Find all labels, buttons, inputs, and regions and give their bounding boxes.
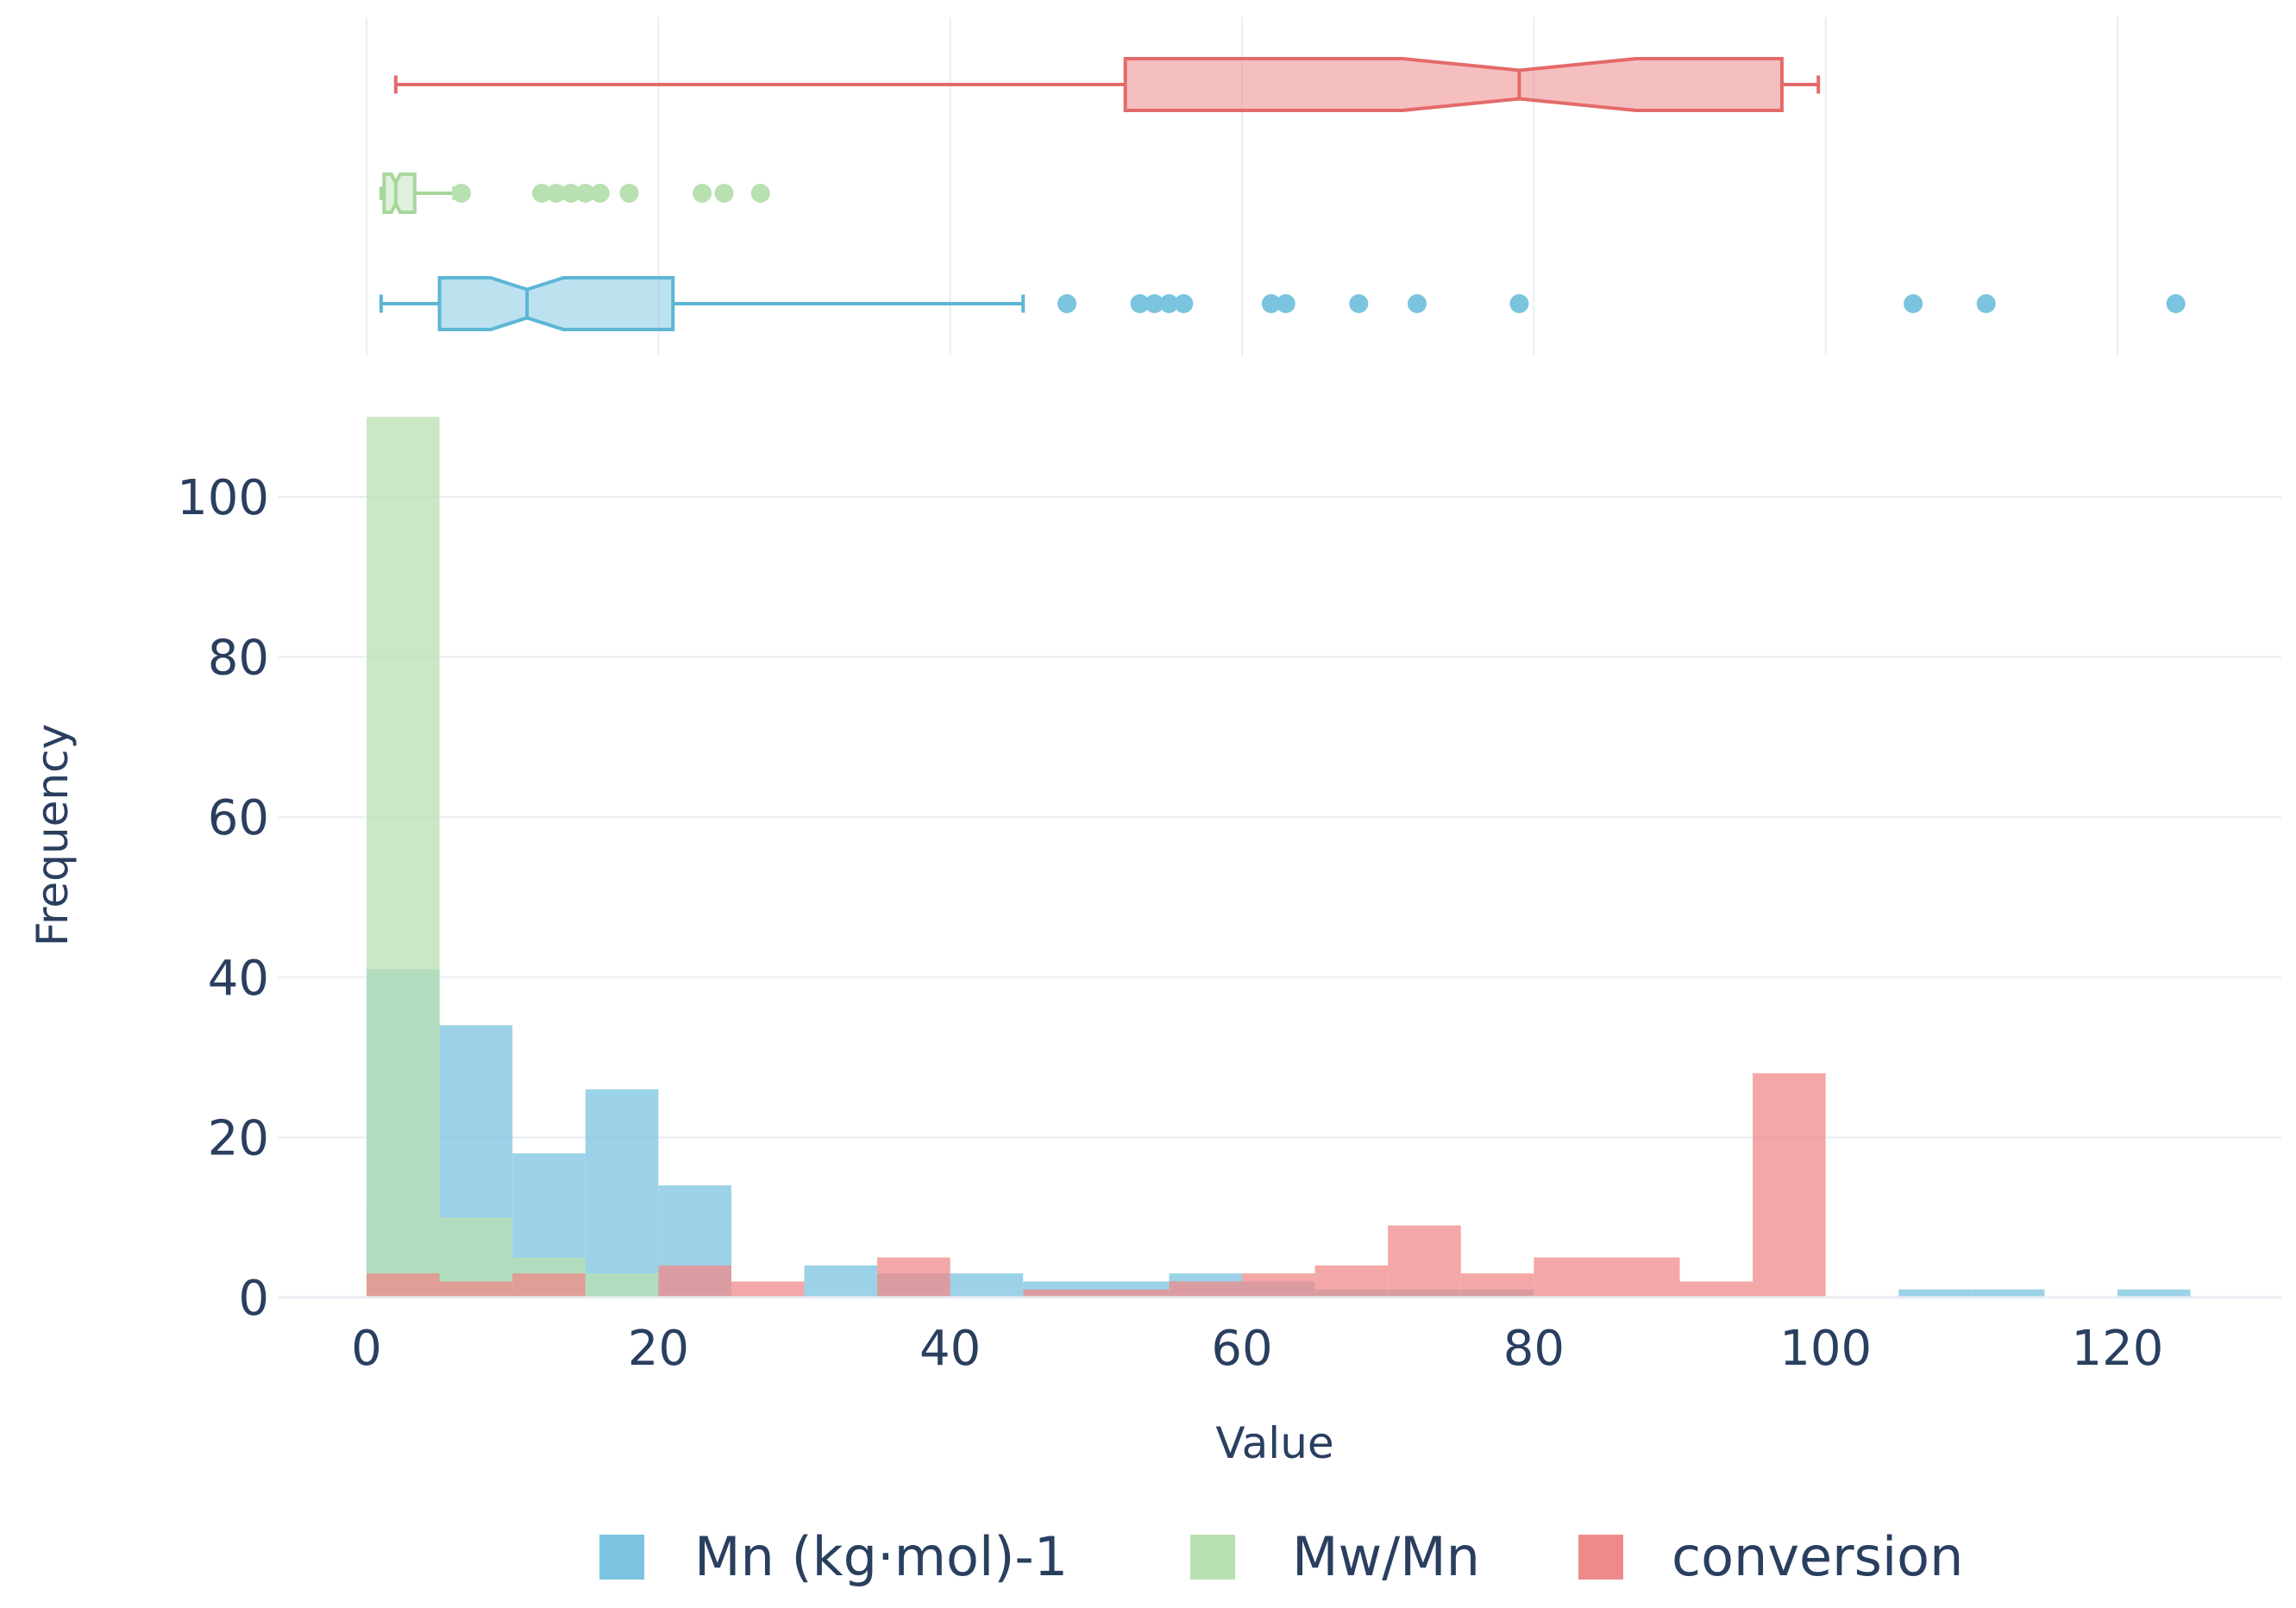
legend[interactable]: Mn (kg·mol)-1 Mw/Mn conversion [599,1525,1963,1588]
outlier-1-0 [451,184,471,203]
bar-1-15 [585,1273,659,1297]
bar-2-35 [877,1257,950,1297]
box-plot-2 [393,57,1821,112]
outlier-0-2 [1145,294,1164,313]
outlier-1-8 [714,184,734,203]
outlier-0-12 [2166,294,2186,313]
series-0-bars [367,969,2191,1297]
bar-2-20 [658,1265,731,1297]
outlier-1-7 [693,184,712,203]
bar-2-5 [439,1281,513,1297]
box-0 [437,276,675,331]
box-1 [382,173,417,214]
x-tick-label: 40 [919,1321,981,1377]
bar-2-10 [512,1273,586,1297]
histogram-gridlines [279,496,2281,1139]
bar-0-30 [804,1265,878,1297]
box-plot-1 [379,173,770,214]
outlier-0-6 [1276,294,1295,313]
legend-item-2[interactable]: conversion [1578,1525,1963,1588]
bar-2-75 [1460,1273,1534,1297]
outlier-1-1 [532,184,551,203]
bar-2-70 [1388,1225,1461,1297]
outlier-1-5 [590,184,610,203]
y-tick-labels: 0 20 40 60 80 100 [177,470,269,1327]
bar-2-65 [1314,1265,1389,1297]
x-tick-label: 80 [1503,1321,1565,1377]
y-tick-label: 100 [177,470,269,526]
x-axis-title: Value [1215,1418,1333,1468]
x-tick-label: 100 [1779,1321,1872,1377]
bar-2-55 [1169,1281,1242,1297]
histogram-bars [367,417,2191,1297]
bar-2-85 [1606,1257,1680,1297]
legend-label: Mw/Mn [1292,1525,1480,1588]
outlier-0-7 [1349,294,1369,313]
outlier-0-10 [1904,294,1923,313]
outlier-0-5 [1261,294,1281,313]
bar-2-45 [1023,1289,1096,1297]
outlier-0-4 [1174,294,1194,313]
outlier-0-3 [1159,294,1179,313]
bar-0-15 [585,1089,659,1297]
x-tick-label: 120 [2072,1321,2164,1377]
y-axis-title: Frequency [28,724,78,946]
y-tick-label: 20 [208,1110,269,1166]
bar-0-120 [2117,1289,2191,1297]
bar-2-90 [1679,1281,1753,1297]
legend-swatch [1578,1535,1623,1580]
outlier-0-11 [1976,294,1996,313]
box-plots [379,57,2186,331]
box-2 [1123,57,1784,112]
legend-item-0[interactable]: Mn (kg·mol)-1 [599,1525,1068,1588]
bar-0-105 [1898,1289,1972,1297]
series-2-bars [367,1073,1826,1297]
bar-2-0 [367,1273,440,1297]
bar-0-110 [1971,1289,2045,1297]
bar-2-60 [1242,1273,1315,1297]
legend-item-1[interactable]: Mw/Mn [1190,1525,1480,1588]
legend-swatch [1190,1535,1235,1580]
y-tick-label: 60 [208,790,269,846]
y-tick-label: 80 [208,631,269,687]
x-tick-label: 20 [628,1321,689,1377]
legend-label: Mn (kg·mol)-1 [694,1525,1068,1588]
legend-swatch [599,1535,644,1580]
outlier-1-4 [575,184,595,203]
outlier-1-9 [750,184,770,203]
outlier-1-6 [619,184,639,203]
x-tick-label: 60 [1211,1321,1272,1377]
y-tick-label: 40 [208,951,269,1007]
bar-0-40 [950,1273,1024,1297]
bar-2-95 [1753,1073,1826,1297]
outlier-0-1 [1130,294,1150,313]
x-tick-label: 0 [351,1321,382,1377]
bar-2-25 [731,1281,805,1297]
outlier-0-8 [1408,294,1427,313]
y-tick-label: 0 [238,1271,269,1327]
outlier-0-0 [1057,294,1076,313]
legend-label: conversion [1672,1525,1963,1588]
bar-2-80 [1534,1257,1607,1297]
bar-1-0 [367,417,440,1297]
x-tick-labels: 0 20 40 60 80 100 120 [351,1321,2163,1377]
box-plot-0 [379,276,2186,331]
outlier-0-9 [1509,294,1529,313]
outlier-1-2 [546,184,566,203]
outlier-1-3 [561,184,580,203]
bar-2-50 [1095,1289,1170,1297]
